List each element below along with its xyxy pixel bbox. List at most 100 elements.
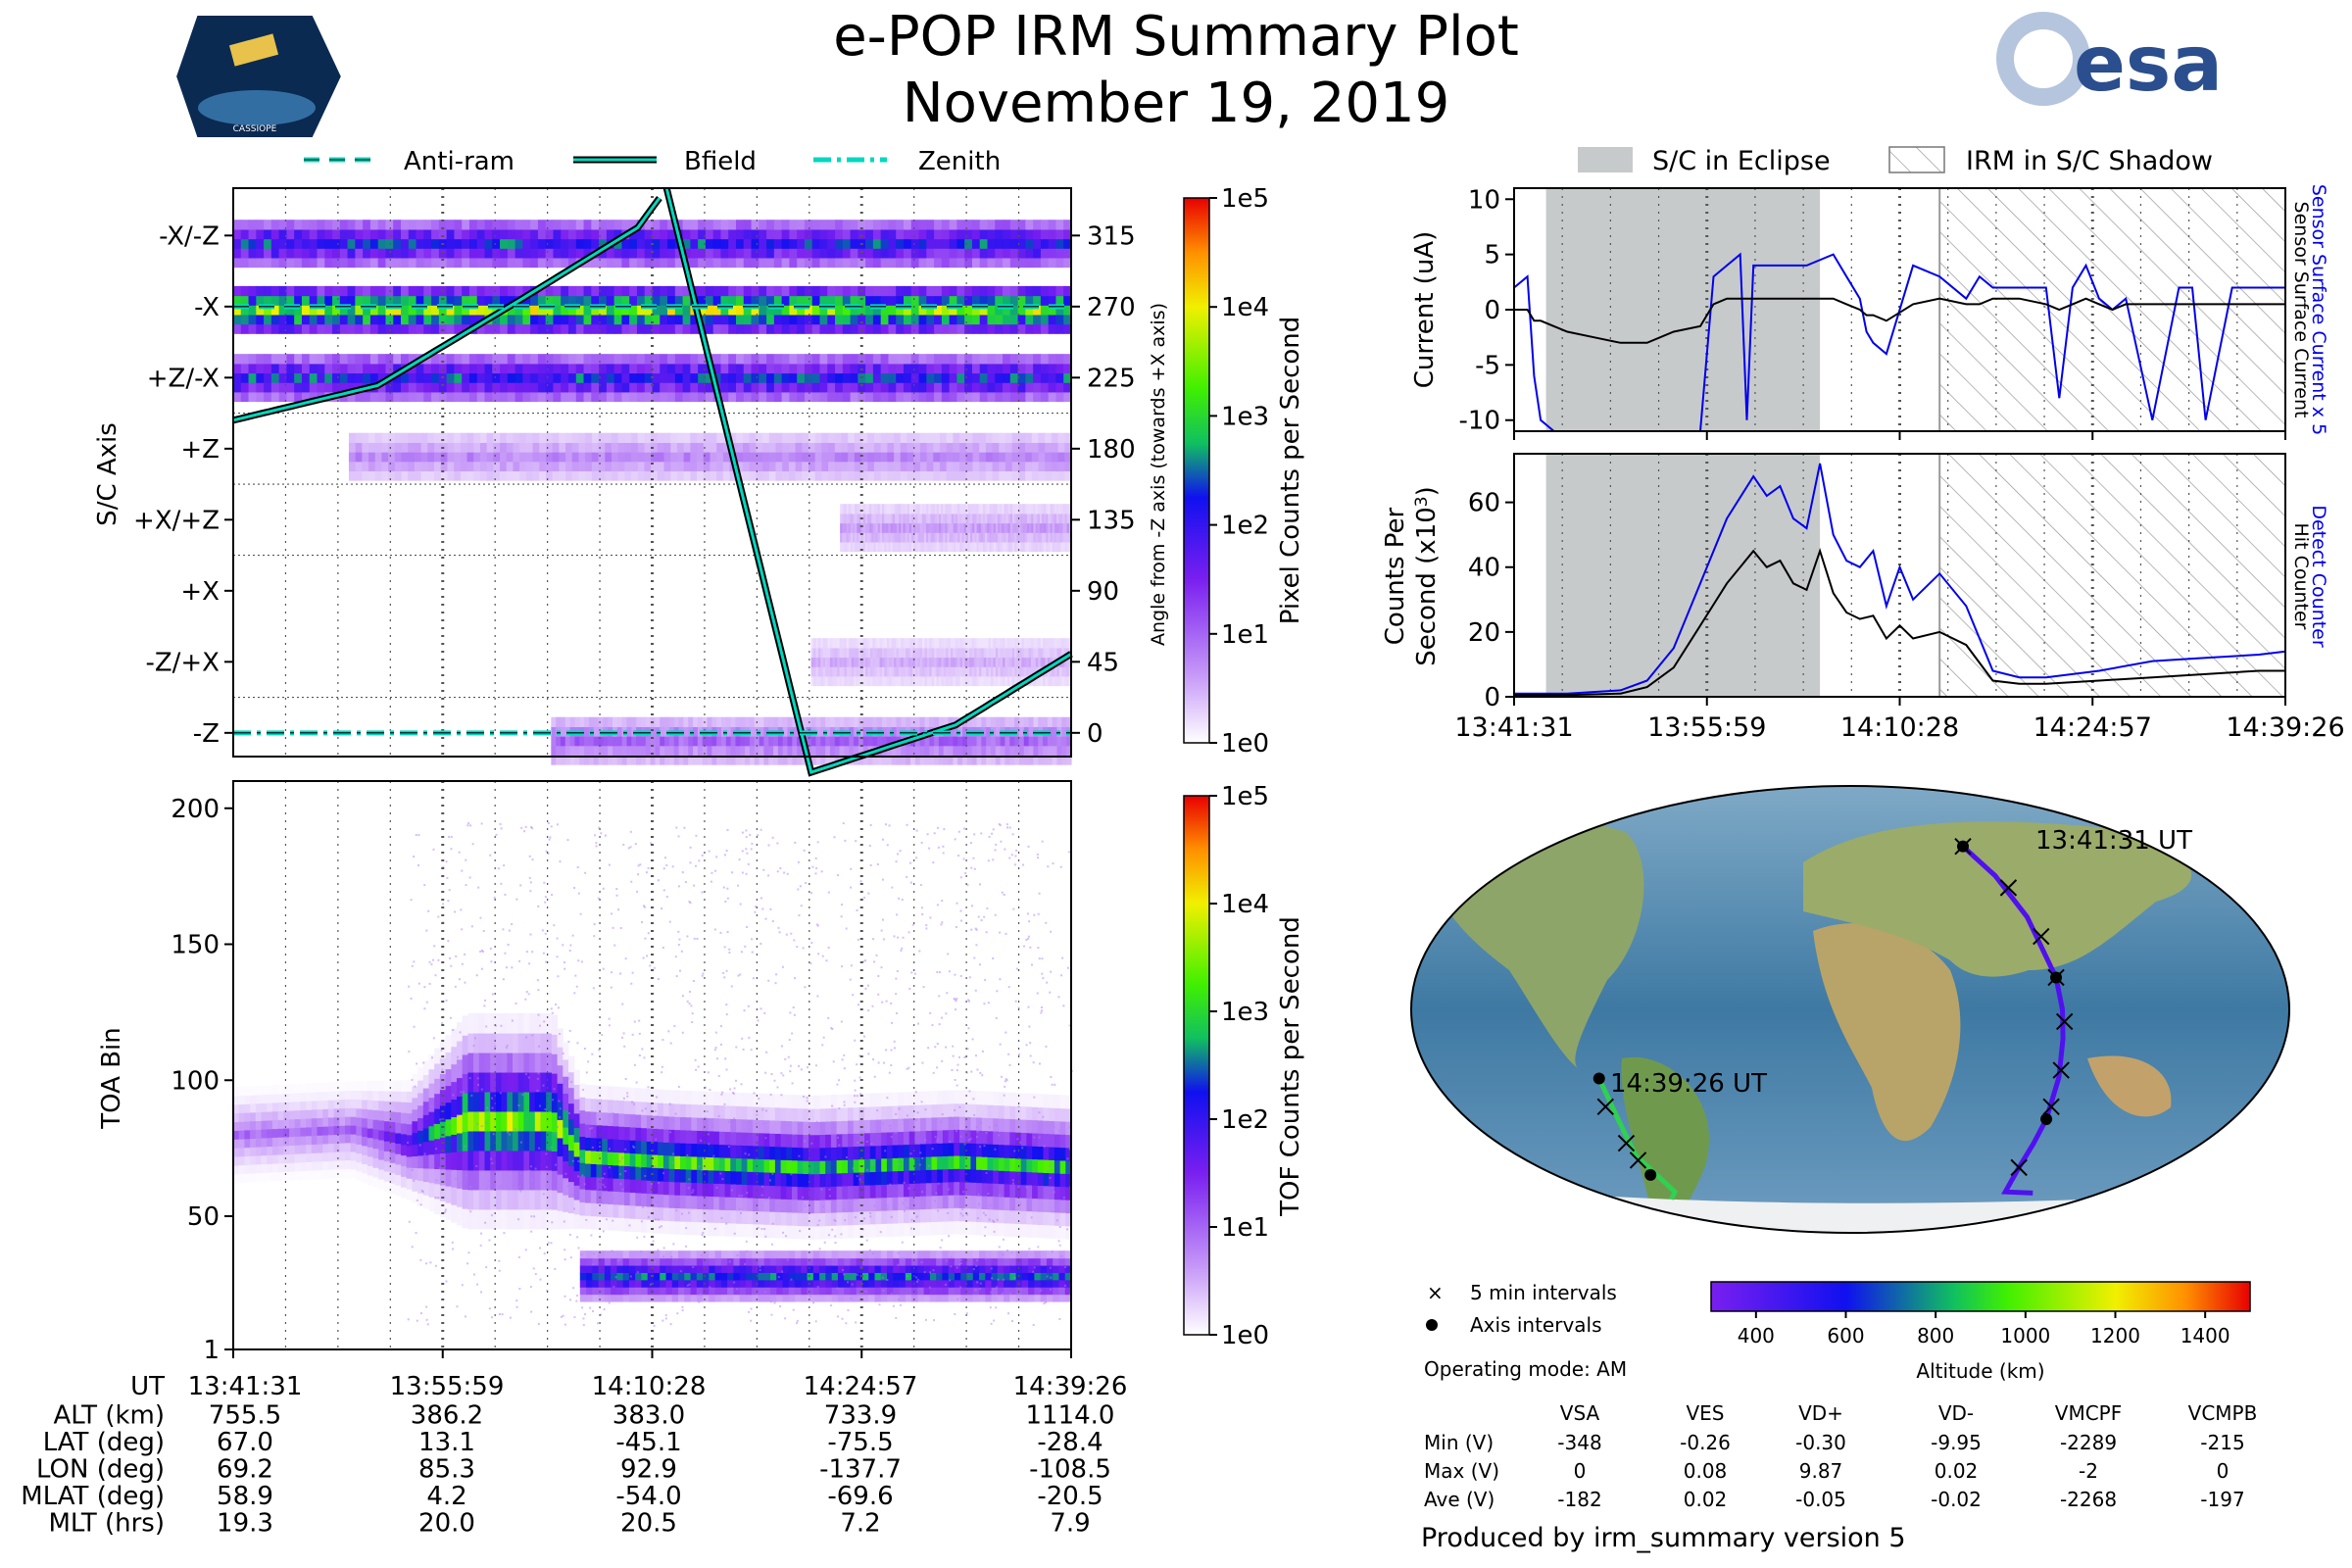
- ephem-row-label: ALT (km): [53, 1401, 165, 1431]
- vtable-value: -2: [2079, 1459, 2098, 1483]
- vtable-value: -215: [2200, 1431, 2244, 1454]
- angle-band-1: [233, 285, 1072, 334]
- angle-right-tick: 180: [1087, 435, 1136, 465]
- xtick-label: 14:24:57: [2034, 712, 2152, 743]
- ephem-time: 13:41:31: [188, 1372, 303, 1401]
- track-segment-1: [1961, 844, 2066, 1196]
- colorbar-tick: 1e5: [1221, 184, 1269, 214]
- five-min-marker: [2052, 1061, 2070, 1079]
- shadow-region: [1939, 454, 2285, 697]
- ephem-value: 7.9: [1050, 1509, 1090, 1539]
- ytick-label: 0: [1484, 683, 1500, 712]
- angle-band-4: [551, 716, 1072, 765]
- angle-ylabel: S/C Axis: [93, 422, 122, 526]
- ephem-value: -45.1: [615, 1428, 681, 1457]
- track-start-label: 13:41:31 UT: [2035, 826, 2192, 856]
- colorbar-tick: 1e0: [1221, 1321, 1269, 1350]
- ephem-value: 67.0: [217, 1428, 273, 1457]
- ytick-label: 0: [1484, 296, 1500, 325]
- toa-lower-band: [579, 1250, 1072, 1302]
- angle-right-tick: 225: [1087, 364, 1136, 393]
- ephem-value: 85.3: [418, 1455, 475, 1485]
- vtable-value: 0.02: [1684, 1488, 1728, 1511]
- vtable-header: VSA: [1560, 1401, 1600, 1425]
- legend-shadow: IRM in S/C Shadow: [1966, 146, 2213, 176]
- five-min-marker: [1999, 879, 2018, 897]
- ephem-time: 14:24:57: [804, 1372, 918, 1401]
- counts-ylabel-1: Counts Per: [1381, 507, 1410, 645]
- angle-band-6: [810, 638, 1072, 687]
- colorbar-tick: 1e4: [1221, 293, 1269, 322]
- altitude-tick: 1200: [2090, 1324, 2140, 1348]
- vtable-value: 0: [2217, 1459, 2230, 1483]
- toa-heatmap: 200 150 100 50 1 TOA Bin: [97, 780, 1073, 1365]
- bfield-line-0: [232, 197, 662, 422]
- ephem-value: -69.6: [827, 1482, 893, 1511]
- counts-ylabel-right-1: Detect Counter: [2308, 505, 2329, 648]
- angle-left-tick: +X/+Z: [133, 506, 220, 535]
- ytick-label: -10: [1459, 407, 1500, 436]
- toa-ytick: 1: [203, 1336, 220, 1365]
- counts-panel: 60 40 20 013:41:31 13:55:59 14:10:28 14:24:57 1…: [1381, 453, 2345, 743]
- axis-marker: [1592, 1072, 1605, 1085]
- colorbar-tick: 1e3: [1221, 998, 1269, 1027]
- angle-band-5: [840, 504, 1072, 553]
- angle-legend: Anti-ram Bfield Zenith: [304, 147, 1001, 176]
- ephem-value: -137.7: [819, 1455, 902, 1485]
- axis-marker: [1956, 840, 1969, 853]
- ephem-value: 7.2: [840, 1509, 880, 1539]
- angle-right-tick: 135: [1087, 506, 1136, 535]
- ephem-row-label: MLT (hrs): [49, 1509, 166, 1539]
- xtick-label: 13:55:59: [1647, 712, 1766, 743]
- esa-logo: esa: [1996, 12, 2223, 109]
- ytick-label: 5: [1484, 241, 1500, 270]
- ephem-value: 20.0: [418, 1509, 475, 1539]
- five-min-marker: [2042, 1098, 2060, 1116]
- colorbar-tick: 1e1: [1221, 620, 1269, 650]
- counts-series: [1514, 463, 2286, 697]
- ephem-value: 92.9: [620, 1455, 677, 1485]
- ephem-time: 14:39:26: [1013, 1372, 1128, 1401]
- eclipse-legend: S/C in Eclipse IRM in S/C Shadow: [1578, 146, 2213, 176]
- angle-band-0: [233, 220, 1072, 269]
- agency-logo-text: esa: [2074, 21, 2223, 109]
- current-ylabel: Current (uA): [1410, 231, 1440, 388]
- angle-left-tick: -Z/+X: [145, 648, 220, 677]
- ephem-value: -108.5: [1029, 1455, 1111, 1485]
- series-line-1: [1514, 548, 2285, 697]
- ephem-value: 13.1: [418, 1428, 475, 1457]
- vtable-value: -0.05: [1795, 1488, 1846, 1511]
- voltage-table: VSA VES VD+ VD- VMCPF VCMPB Min (V) -348 -0.26 -0…: [1424, 1401, 2257, 1511]
- five-min-marker: [2033, 927, 2050, 946]
- ephem-row-label: LAT (deg): [43, 1428, 165, 1457]
- five-min-marker: [2010, 1158, 2028, 1177]
- ytick-label: 40: [1468, 554, 1500, 583]
- vtable-value: -0.02: [1931, 1488, 1982, 1511]
- vtable-header: VD-: [1938, 1401, 1974, 1425]
- vtable-row-label: Min (V): [1424, 1431, 1494, 1454]
- angle-left-tick: +X: [180, 577, 220, 607]
- colorbar-tick: 1e0: [1221, 729, 1269, 759]
- ephem-value: 1114.0: [1026, 1401, 1115, 1431]
- toa-ylabel: TOA Bin: [97, 1027, 126, 1129]
- angle-right-tick: 90: [1087, 577, 1119, 607]
- track-end-label: 14:39:26 UT: [1610, 1069, 1767, 1099]
- vtable-value: -2289: [2060, 1431, 2117, 1454]
- toa-ytick: 100: [171, 1066, 220, 1096]
- ephem-value: 386.2: [411, 1401, 483, 1431]
- colorbar-tick: 1e3: [1221, 402, 1269, 431]
- counts-ylabel-2: Second (x103): [1412, 486, 1442, 666]
- legend-bfield: Bfield: [684, 147, 757, 176]
- ephem-value: 20.5: [620, 1509, 677, 1539]
- angle-right-tick: 0: [1087, 719, 1103, 749]
- vtable-row-label: Ave (V): [1424, 1488, 1494, 1511]
- ephem-value: 58.9: [217, 1482, 273, 1511]
- current-ylabel-right-2: Sensor Surface Current: [2290, 202, 2312, 418]
- vtable-value: -348: [1557, 1431, 1601, 1454]
- five-min-marker: [2055, 1012, 2074, 1031]
- ephem-value: 19.3: [217, 1509, 273, 1539]
- footer-text: Produced by irm_summary version 5: [1421, 1523, 1906, 1553]
- ephem-value: -28.4: [1037, 1428, 1102, 1457]
- vtable-value: 9.87: [1799, 1459, 1843, 1483]
